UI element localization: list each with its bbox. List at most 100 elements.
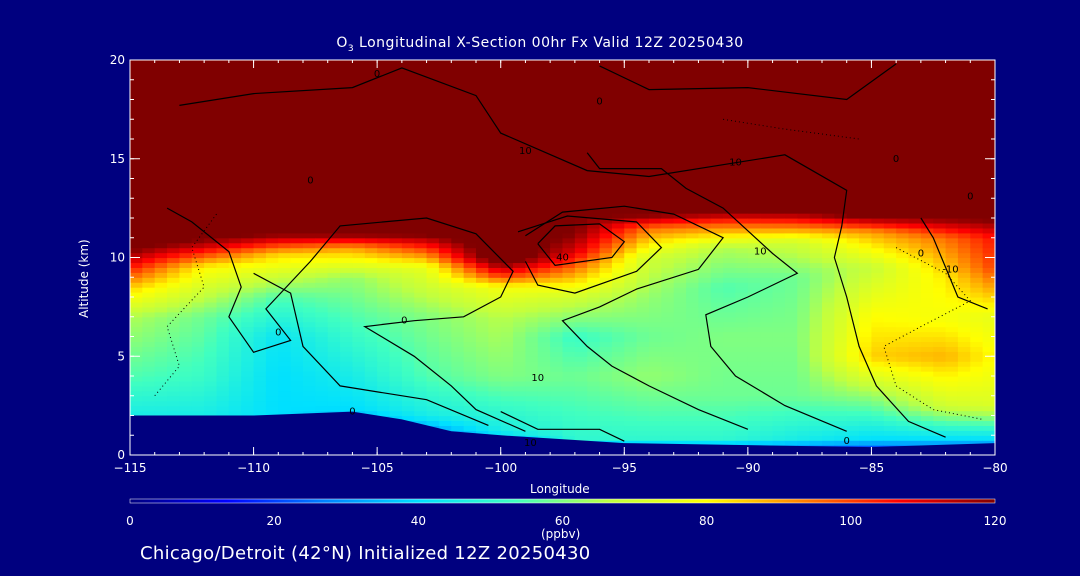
field-cell (265, 69, 279, 76)
field-cell (834, 361, 848, 367)
field-cell (513, 104, 527, 110)
field-cell (204, 405, 218, 412)
field-cell (550, 84, 564, 91)
field-cell (599, 385, 613, 392)
field-cell (537, 222, 551, 229)
field-cell (352, 213, 366, 219)
field-cell (624, 430, 638, 436)
field-cell (735, 415, 749, 422)
field-cell (537, 371, 551, 377)
field-cell (241, 94, 255, 101)
field-cell (686, 218, 700, 224)
field-cell (154, 129, 168, 135)
field-cell (130, 218, 143, 224)
field-cell (574, 168, 588, 175)
field-cell (846, 326, 860, 333)
field-cell (513, 124, 527, 130)
field-cell (488, 153, 502, 160)
field-cell (698, 74, 712, 81)
field-cell (834, 316, 848, 323)
field-cell (401, 232, 415, 239)
field-cell (278, 153, 292, 160)
field-cell (883, 119, 897, 125)
field-cell (500, 242, 514, 249)
field-cell (204, 361, 218, 367)
field-cell (401, 395, 415, 402)
field-cell (401, 208, 415, 214)
field-cell (809, 400, 823, 407)
field-cell (599, 129, 613, 135)
field-cell (315, 232, 329, 239)
field-cell (414, 60, 428, 66)
field-cell (179, 297, 193, 303)
field-cell (525, 425, 539, 431)
field-cell (290, 79, 304, 86)
field-cell (154, 336, 168, 343)
field-cell (290, 60, 304, 66)
field-cell (587, 109, 601, 115)
field-cell (636, 277, 650, 283)
field-cell (154, 331, 168, 338)
field-cell (710, 74, 724, 81)
field-cell (599, 60, 613, 66)
field-cell (426, 134, 440, 140)
field-cell (438, 143, 452, 150)
field-cell (834, 74, 848, 81)
field-cell (883, 143, 897, 150)
field-cell (710, 94, 724, 101)
field-cell (735, 410, 749, 417)
field-cell (352, 301, 366, 308)
field-cell (871, 134, 885, 140)
field-cell (562, 395, 576, 402)
field-cell (525, 395, 539, 402)
field-cell (426, 306, 440, 313)
field-cell (574, 415, 588, 422)
field-cell (871, 331, 885, 338)
field-cell (364, 282, 378, 288)
field-cell (278, 297, 292, 303)
field-cell (278, 351, 292, 357)
field-cell (611, 361, 625, 367)
field-cell (167, 158, 181, 165)
field-cell (599, 341, 613, 347)
field-cell (710, 153, 724, 160)
field-cell (167, 168, 181, 175)
field-cell (451, 356, 465, 362)
field-cell (488, 242, 502, 249)
field-cell (340, 64, 354, 71)
field-cell (401, 129, 415, 135)
field-cell (426, 99, 440, 106)
field-cell (698, 119, 712, 125)
field-cell (303, 89, 316, 96)
field-cell (377, 203, 391, 209)
field-cell (204, 104, 218, 110)
field-cell (167, 277, 181, 283)
field-cell (303, 109, 316, 115)
field-cell (303, 69, 316, 76)
field-cell (179, 282, 193, 288)
field-cell (587, 326, 601, 333)
field-cell (710, 124, 724, 130)
field-cell (723, 331, 737, 338)
field-cell (525, 346, 539, 352)
field-cell (822, 346, 835, 352)
field-cell (167, 395, 181, 402)
field-cell (216, 193, 230, 199)
field-cell (698, 173, 712, 180)
field-cell (636, 193, 650, 199)
field-cell (809, 232, 823, 239)
field-cell (537, 297, 551, 303)
field-cell (871, 277, 885, 283)
field-cell (401, 124, 415, 130)
field-cell (747, 435, 761, 441)
field-cell (228, 306, 242, 313)
field-cell (871, 420, 885, 426)
field-cell (303, 242, 316, 249)
field-cell (834, 400, 848, 407)
field-cell (204, 331, 218, 338)
field-cell (883, 247, 897, 254)
field-cell (426, 356, 440, 362)
field-cell (513, 203, 527, 209)
field-cell (179, 203, 193, 209)
field-cell (574, 430, 588, 436)
